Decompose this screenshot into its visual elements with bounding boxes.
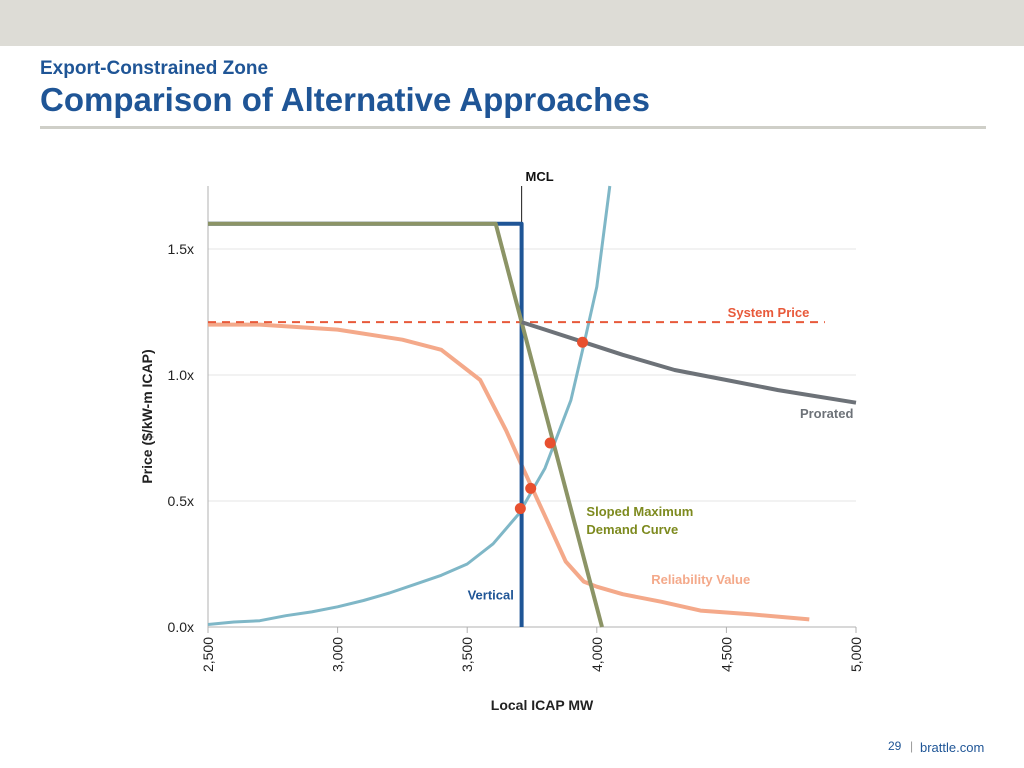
vertical-line [208, 221, 524, 627]
prorated-line [520, 320, 857, 405]
label-layer: System Price Prorated Sloped Maximum Demand… [468, 305, 854, 602]
x-tick-label: 3,500 [459, 637, 475, 672]
x-tick-label: 3,000 [330, 637, 346, 672]
series-annotation: Prorated [800, 406, 854, 421]
x-tick-label: 4,500 [718, 637, 734, 672]
top-band [0, 0, 1024, 46]
series-annotation: Demand Curve [586, 522, 678, 537]
y-tick-label: 0.0x [168, 619, 194, 635]
footer-separator: | [910, 739, 914, 753]
series-layer [207, 185, 857, 628]
slide-title: Comparison of Alternative Approaches [40, 81, 651, 118]
axis-layer: 0.0x 0.5x 1.0x 1.5x 2,500 3,000 3,500 4,000 4,50… [139, 169, 864, 713]
sloped-maximum-demand-curve-line [208, 221, 604, 628]
mcl-label: MCL [526, 169, 554, 184]
series-annotation: Reliability Value [651, 572, 750, 587]
reliability-value-line [208, 322, 810, 622]
x-tick-label: 2,500 [200, 637, 216, 672]
intersection-point [577, 336, 589, 348]
y-tick-label: 1.5x [168, 241, 194, 257]
intersection-point [525, 482, 537, 494]
intersection-point [544, 437, 556, 449]
slide-subtitle: Export-Constrained Zone [40, 58, 269, 79]
title-divider [40, 126, 986, 129]
x-tick-label: 5,000 [848, 637, 864, 672]
series-annotation: Sloped Maximum [586, 504, 693, 519]
y-tick-label: 1.0x [168, 367, 194, 383]
supply-curve-line [207, 185, 612, 626]
x-tick-label: 4,000 [589, 637, 605, 672]
y-axis-title: Price ($/kW-m ICAP) [139, 349, 155, 483]
page-number: 29 [888, 739, 902, 753]
grid-layer [208, 248, 856, 502]
point-layer [514, 336, 589, 515]
y-tick-label: 0.5x [168, 493, 194, 509]
footer-site: brattle.com [920, 740, 985, 755]
series-annotation: System Price [728, 305, 810, 320]
intersection-point [514, 503, 526, 515]
series-annotation: Vertical [468, 587, 514, 602]
x-axis-title: Local ICAP MW [491, 697, 594, 713]
